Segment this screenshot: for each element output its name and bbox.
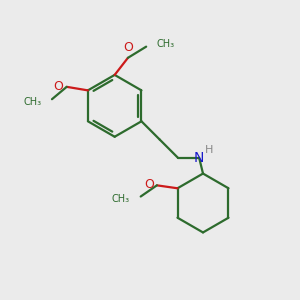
Text: O: O — [53, 80, 63, 93]
Text: H: H — [204, 145, 213, 154]
Text: CH₃: CH₃ — [111, 194, 130, 204]
Text: O: O — [144, 178, 154, 191]
Text: CH₃: CH₃ — [23, 97, 42, 107]
Text: N: N — [194, 151, 204, 165]
Text: CH₃: CH₃ — [157, 39, 175, 49]
Text: O: O — [123, 41, 133, 54]
